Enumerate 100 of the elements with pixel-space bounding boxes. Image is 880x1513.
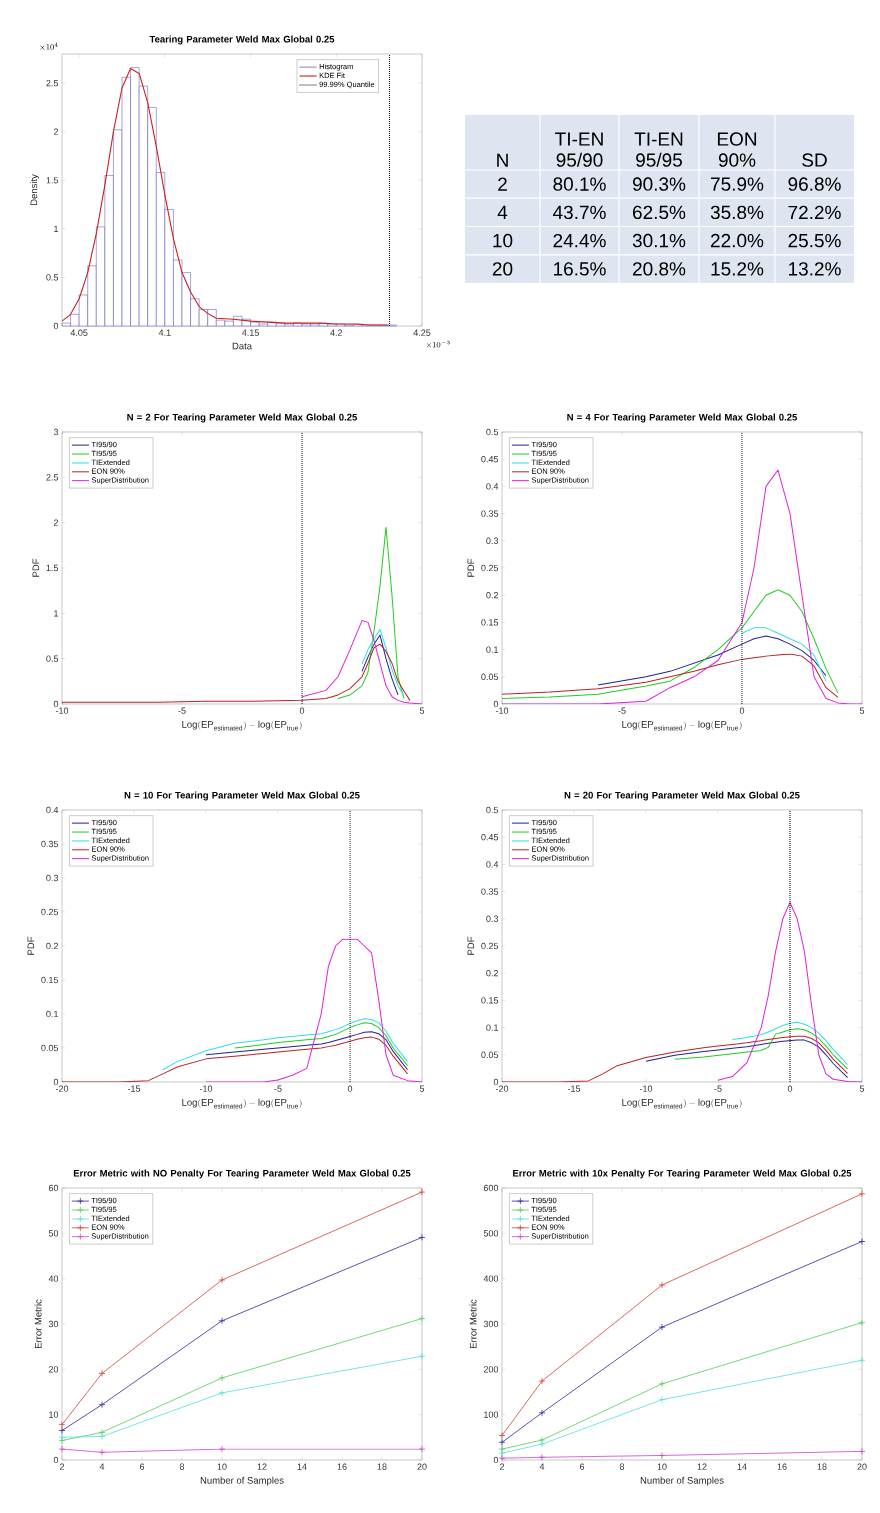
- y-tick-label: 0.4: [486, 861, 499, 868]
- y-tick-label: 600: [483, 1184, 499, 1192]
- x-tick-label: 16: [337, 1463, 347, 1470]
- y-tick-label: 0.1: [486, 1024, 499, 1031]
- text: 24.4%: [553, 233, 606, 248]
- text: 15.2%: [711, 262, 764, 276]
- x-axis-title: Number of Samples: [640, 1476, 724, 1486]
- y-tick-label: 0.5: [486, 428, 499, 436]
- y-tick-label: 3: [53, 428, 59, 436]
- y-tick-label: 0: [493, 1078, 499, 1086]
- category-label: TI-EN 95/95: [634, 132, 683, 167]
- y-tick-label: 1: [54, 610, 59, 617]
- chart-title: Tearing Parameter Weld Max Global 0.25: [149, 35, 335, 45]
- x-axis-title: Data: [232, 342, 253, 350]
- category-label: N: [497, 153, 508, 167]
- y-axis-title: PDF: [32, 558, 40, 577]
- x-tick-label: 6: [139, 1463, 145, 1470]
- x-tick-label: 20: [857, 1463, 867, 1470]
- y-tick-label: 10: [49, 1411, 59, 1418]
- x-axis-title: $\mathrm{Log(EP}_{\mathrm{estimated}}\mathrm{) - log(EP}_{\mathrm{true}}\mathrm{)}$: [622, 720, 742, 731]
- text: $\times 10^{-3}$: [426, 340, 450, 348]
- x-tick-label: -5: [714, 1085, 722, 1092]
- text: 25.5%: [788, 233, 841, 248]
- x-tick-label: 14: [737, 1463, 747, 1470]
- y-tick-label: 0: [493, 700, 499, 708]
- y-tick-label: 0: [53, 1078, 59, 1086]
- y-tick-label: 0: [53, 322, 59, 330]
- x-tick-label: 16: [777, 1463, 787, 1470]
- y-tick-label: 0.25: [41, 908, 59, 916]
- x-tick-label: 4.25: [413, 329, 431, 336]
- x-tick-label: 5: [859, 707, 865, 714]
- x-tick-label: 0: [347, 1085, 353, 1092]
- y-tick-label: 0: [53, 700, 59, 708]
- x-tick-label: 8: [619, 1463, 625, 1470]
- category-label: SD: [802, 153, 827, 167]
- x-tick-label: -15: [567, 1085, 581, 1092]
- text: 22.0%: [711, 233, 764, 248]
- x-tick-label: -10: [495, 707, 509, 714]
- chart-title: N = 10 For Tearing Parameter Weld Max Global 0.25: [124, 791, 360, 801]
- y-axis-title: PDF: [467, 558, 475, 577]
- text: 35.8%: [710, 205, 764, 220]
- text: 75.9%: [711, 177, 764, 191]
- x-tick-label: 4.1: [158, 329, 171, 336]
- y-tick-label: 0.3: [486, 915, 499, 922]
- y-tick-label: 40: [48, 1275, 59, 1282]
- text: 80.1%: [553, 177, 606, 191]
- y-tick-label: 2: [53, 519, 59, 526]
- text: 90.3%: [632, 177, 686, 191]
- x-tick-label: 8: [179, 1463, 185, 1470]
- y-tick-label: 0.4: [486, 483, 499, 490]
- y-tick-label: 20: [48, 1366, 59, 1373]
- y-tick-label: 0: [493, 1456, 499, 1464]
- x-tick-label: -20: [495, 1085, 509, 1092]
- y-axis-title: PDF: [467, 936, 475, 955]
- y-tick-label: 0.35: [41, 840, 59, 848]
- y-tick-label: 0.5: [46, 655, 59, 662]
- y-tick-label: 0.2: [486, 970, 499, 977]
- chart-title: Error Metric with NO Penalty For Tearing Parameter Weld Max Global 0.25: [73, 1169, 411, 1179]
- x-tick-label: 4: [539, 1463, 545, 1470]
- y-tick-label: 0.05: [481, 1051, 499, 1058]
- y-tick-label: 0.2: [486, 592, 499, 599]
- text: 16.5%: [554, 262, 606, 276]
- y-tick-label: 0.5: [46, 274, 59, 281]
- y-tick-label: 0.15: [41, 976, 59, 984]
- chart-title: N = 2 For Tearing Parameter Weld Max Global 0.25: [127, 413, 358, 423]
- y-tick-label: 50: [48, 1230, 59, 1237]
- text: $\times 10^{4}$: [40, 42, 58, 50]
- y-tick-label: 0.4: [46, 806, 59, 814]
- y-tick-label: 300: [483, 1320, 499, 1328]
- y-tick-label: 0.3: [486, 537, 499, 544]
- y-tick-label: 1.5: [46, 177, 59, 184]
- x-tick-label: -5: [274, 1085, 282, 1092]
- y-tick-label: 0.05: [481, 673, 499, 680]
- category-label: 4: [497, 205, 508, 219]
- y-tick-label: 1: [54, 225, 59, 232]
- y-tick-label: 0.1: [46, 1010, 59, 1018]
- y-tick-label: 0.3: [46, 874, 59, 882]
- y-axis-title: PDF: [27, 936, 35, 955]
- y-tick-label: 0.15: [481, 619, 499, 626]
- y-tick-label: 0.35: [481, 888, 499, 895]
- x-tick-label: -5: [178, 707, 186, 714]
- y-tick-label: 0.25: [481, 942, 499, 950]
- y-tick-label: 500: [483, 1230, 499, 1237]
- x-tick-label: 14: [297, 1463, 307, 1470]
- x-tick-label: 2: [499, 1463, 505, 1470]
- x-tick-label: 0: [787, 1085, 793, 1092]
- x-tick-label: -5: [618, 707, 626, 714]
- chart-title: Error Metric with 10x Penalty For Tearing Parameter Weld Max Global 0.25: [513, 1169, 852, 1179]
- text: 20.8%: [633, 262, 686, 276]
- x-tick-label: 10: [217, 1463, 227, 1470]
- x-tick-label: 5: [419, 707, 425, 714]
- y-axis-title: Error Metric: [469, 1299, 477, 1349]
- x-axis-title: $\mathrm{Log(EP}_{\mathrm{estimated}}\mathrm{) - log(EP}_{\mathrm{true}}\mathrm{)}$: [182, 720, 302, 731]
- y-tick-label: 2: [53, 128, 59, 135]
- y-tick-label: 0.2: [46, 942, 59, 950]
- y-tick-label: 60: [48, 1184, 59, 1192]
- x-tick-label: 10: [657, 1463, 667, 1470]
- x-tick-label: 18: [817, 1463, 827, 1470]
- x-tick-label: 12: [257, 1463, 267, 1470]
- text: 30.1%: [632, 233, 686, 248]
